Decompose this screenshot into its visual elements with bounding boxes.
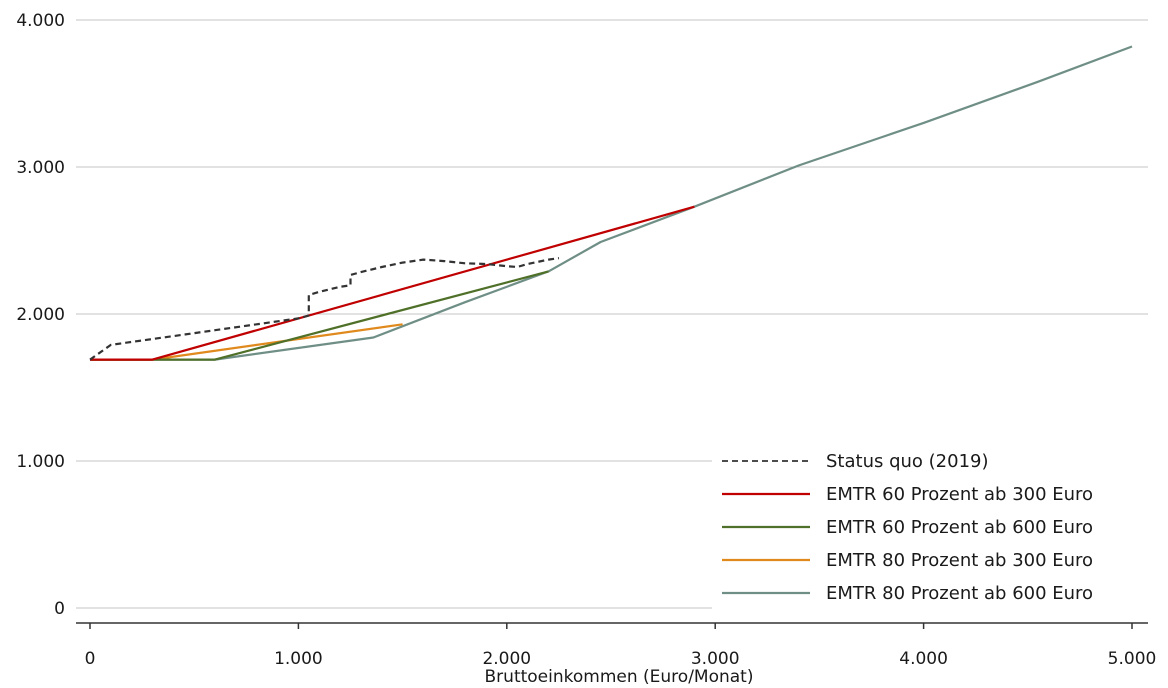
legend-label-2: EMTR 60 Prozent ab 600 Euro: [826, 517, 1093, 538]
x-axis-ticks: 0 1.000 2.000 3.000 4.000 5.000: [85, 623, 1157, 669]
x-tick-label: 0: [85, 649, 96, 669]
legend-background: [712, 444, 1148, 616]
x-tick-label: 3.000: [691, 649, 740, 669]
legend-label-3: EMTR 80 Prozent ab 300 Euro: [826, 550, 1093, 571]
y-axis-ticks: 0 1.000 2.000 3.000 4.000: [16, 11, 65, 619]
legend-label-1: EMTR 60 Prozent ab 300 Euro: [826, 484, 1093, 505]
series-lines: [89, 45, 1133, 361]
legend: Status quo (2019) EMTR 60 Prozent ab 300 …: [712, 444, 1148, 616]
legend-label-4: EMTR 80 Prozent ab 600 Euro: [826, 583, 1093, 604]
x-tick-label: 4.000: [899, 649, 948, 669]
y-tick-label: 3.000: [16, 158, 65, 178]
x-tick-label: 5.000: [1108, 649, 1157, 669]
series-line-2: [90, 270, 549, 361]
series-line-4: [90, 45, 1133, 361]
series-line-0: [89, 257, 560, 361]
x-axis-title: Bruttoeinkommen (Euro/Monat): [485, 667, 754, 687]
x-tick-label: 1.000: [274, 649, 323, 669]
y-tick-label: 2.000: [16, 305, 65, 325]
y-tick-label: 4.000: [16, 11, 65, 31]
y-tick-label: 1.000: [16, 452, 65, 472]
y-tick-label: 0: [54, 599, 65, 619]
legend-label-0: Status quo (2019): [826, 451, 989, 472]
x-tick-label: 2.000: [482, 649, 531, 669]
series-line-1: [90, 205, 695, 361]
